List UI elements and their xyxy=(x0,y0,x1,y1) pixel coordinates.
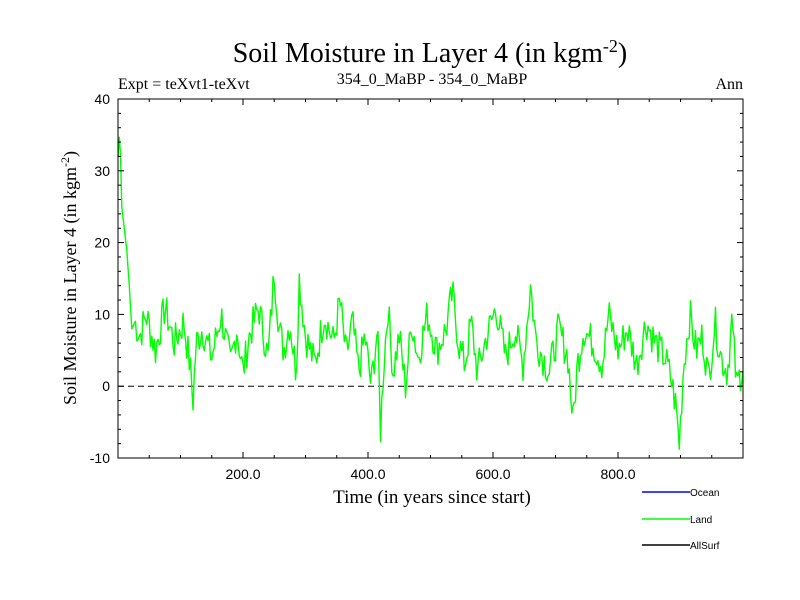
y-tick-label: -10 xyxy=(90,450,110,466)
series-group xyxy=(117,136,744,450)
subtitle-left: Expt = teXvt1-teXvt xyxy=(118,76,250,93)
legend-label-land: Land xyxy=(690,515,712,526)
y-axis-label: Soil Moisture in Layer 4 (in kgm-2) xyxy=(58,151,81,405)
subtitle-right: Ann xyxy=(715,76,743,93)
legend-label-ocean: Ocean xyxy=(690,488,719,499)
axis-tick-labels: 200.0 400.0 600.0 800.0 -10 0 10 20 30 40 xyxy=(90,91,636,482)
series-line-land xyxy=(117,136,744,450)
x-tick-label: 200.0 xyxy=(225,466,260,482)
y-tick-label: 0 xyxy=(102,378,110,394)
y-tick-label: 20 xyxy=(94,235,110,251)
plot-frame xyxy=(117,98,744,459)
x-tick-label: 800.0 xyxy=(600,466,635,482)
x-tick-label: 400.0 xyxy=(350,466,385,482)
legend: Ocean Land AllSurf xyxy=(642,488,720,552)
legend-label-allsurf: AllSurf xyxy=(690,541,720,552)
chart-title-superscript: -2 xyxy=(603,36,618,56)
y-axis-label-end: ) xyxy=(60,151,81,157)
chart-title-main: Soil Moisture in Layer 4 (in kgm xyxy=(233,38,603,69)
plot-frame-group xyxy=(117,98,744,459)
x-axis-label: Time (in years since start) xyxy=(333,487,531,508)
x-tick-label: 600.0 xyxy=(475,466,510,482)
y-axis-label-main: Soil Moisture in Layer 4 (in kgm xyxy=(60,167,81,405)
chart-title: Soil Moisture in Layer 4 (in kgm-2) xyxy=(233,36,628,69)
y-axis-label-superscript: -2 xyxy=(58,157,72,167)
chart-title-end: ) xyxy=(618,38,627,69)
axis-ticks xyxy=(118,98,743,459)
y-tick-label: 30 xyxy=(94,163,110,179)
subtitle-center: 354_0_MaBP - 354_0_MaBP xyxy=(337,71,528,88)
y-tick-label: 40 xyxy=(94,91,110,107)
y-tick-label: 10 xyxy=(94,306,110,322)
